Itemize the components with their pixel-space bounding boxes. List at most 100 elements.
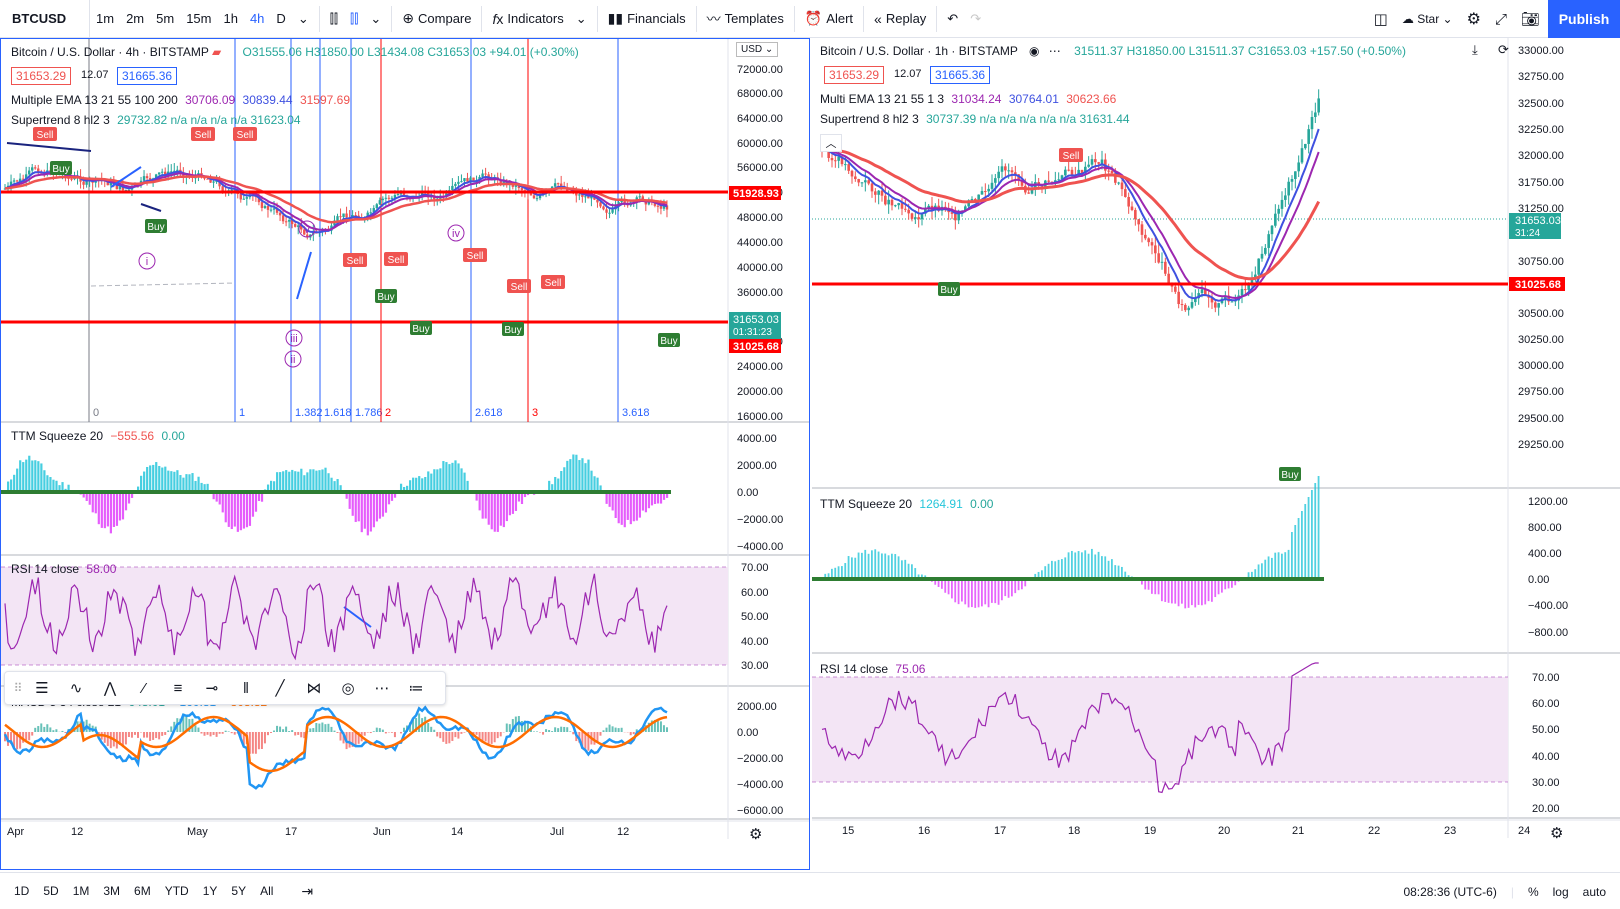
ttm-histogram-bar xyxy=(478,492,481,511)
eye-icon[interactable]: ◉ xyxy=(1028,44,1040,58)
range-5d[interactable]: 5D xyxy=(43,884,59,898)
redo-icon[interactable]: ↷ xyxy=(970,10,982,26)
ask-price-box[interactable]: 31665.36 xyxy=(117,67,178,85)
more-icon[interactable]: ⋯ xyxy=(1048,44,1061,58)
ttm-histogram-bar xyxy=(572,454,575,492)
ttm-histogram-bar xyxy=(921,574,923,579)
range-3m[interactable]: 3M xyxy=(103,884,121,898)
interval-15m[interactable]: 15m xyxy=(186,11,212,26)
settings-lines-icon[interactable]: ≔ xyxy=(408,680,424,697)
drawing-toolbar[interactable]: ⠿ ☰ ∿ ⋀ ⁄ ≡ ⊸ ‖ ╱ ⋈ ◎ ⋯ ≔ xyxy=(4,671,446,705)
range-1d[interactable]: 1D xyxy=(14,884,30,898)
candle-body xyxy=(160,171,164,173)
compare-button[interactable]: ⊕ Compare xyxy=(396,0,477,38)
interval-4h[interactable]: 4h xyxy=(249,11,265,26)
candle-body xyxy=(1184,304,1187,311)
horizontal-lines-icon[interactable]: ☰ xyxy=(35,680,49,697)
macd-histogram-bar xyxy=(563,726,566,732)
supertrend-legend[interactable]: Supertrend 8 hl2 3 29732.82 n/a n/a n/a … xyxy=(11,113,301,127)
right-supertrend-legend[interactable]: Supertrend 8 hl2 3 30737.39 n/a n/a n/a … xyxy=(820,112,1130,126)
ttm-histogram-bar xyxy=(197,476,200,492)
horizontal-ray-icon[interactable]: ⊸ xyxy=(205,680,219,697)
candle-body xyxy=(1267,234,1270,248)
ttm-histogram-bar xyxy=(1117,565,1120,579)
ttm-histogram-bar xyxy=(511,492,515,514)
candle-body xyxy=(266,206,270,210)
ttm-histogram-bar xyxy=(1197,579,1200,605)
vertical-lines-icon[interactable]: ‖ xyxy=(242,679,250,697)
right-chart-canvas[interactable]: Buy Buy Sell 33000.00 32750.00 32500.00 32250.… xyxy=(812,38,1620,870)
fullscreen-icon[interactable]: ⤢ xyxy=(1494,10,1507,28)
left-series-title[interactable]: Bitcoin / U.S. Dollar · 4h · BITSTAMP xyxy=(11,45,209,59)
percent-toggle[interactable]: % xyxy=(1527,884,1539,899)
trend-line-icon[interactable]: ⁄ xyxy=(142,679,146,697)
publish-button[interactable]: Publish xyxy=(1548,0,1620,38)
camera-icon[interactable]: 📷︎ xyxy=(1520,11,1540,28)
bid-price-box[interactable]: 31653.29 xyxy=(11,67,72,85)
right-series-title[interactable]: Bitcoin / U.S. Dollar · 1h · BITSTAMP xyxy=(820,44,1018,58)
left-chart-canvas[interactable]: 0 1 1.382 1.618 1.786 2 2.618 3 3.618 Buy Buy Buy Bu… xyxy=(1,39,809,869)
ttm-histogram-bar xyxy=(593,476,596,492)
fib-spiral-icon[interactable]: ◎ xyxy=(341,680,355,697)
settings-gear-icon[interactable]: ⚙ xyxy=(1466,11,1481,28)
chevron-down-icon[interactable]: ⌄ xyxy=(575,10,587,26)
chevron-down-icon[interactable]: ⌄ xyxy=(297,10,309,26)
currency-selector[interactable]: USD ⌄ xyxy=(736,42,779,57)
ttm-histogram-bar xyxy=(881,553,883,579)
indicators-button[interactable]: fx Indicators xyxy=(486,0,569,38)
right-ask-price-box[interactable]: 31665.36 xyxy=(930,66,991,84)
buy-signal-label: Buy xyxy=(660,336,677,347)
refresh-icon[interactable]: ⟳ xyxy=(1498,42,1509,57)
right-rsi-legend[interactable]: RSI 14 close 75.06 xyxy=(820,662,925,676)
replay-button[interactable]: «Replay xyxy=(868,0,932,38)
chevron-down-icon[interactable]: ⌄ xyxy=(370,10,382,26)
drag-handle-icon[interactable]: ⠿ xyxy=(13,681,23,695)
ttm-legend[interactable]: TTM Squeeze 20 −555.56 0.00 xyxy=(11,429,185,443)
range-all[interactable]: All xyxy=(260,884,274,898)
left-chart-panel[interactable]: 0 1 1.382 1.618 1.786 2 2.618 3 3.618 Buy Buy Buy Bu… xyxy=(0,38,810,870)
range-5y[interactable]: 5Y xyxy=(231,884,247,898)
fib-time-icon[interactable]: ⋯ xyxy=(374,680,390,697)
range-ytd[interactable]: YTD xyxy=(164,884,189,898)
ttm-histogram-bar xyxy=(520,492,524,505)
ttm-histogram-bar xyxy=(614,492,617,518)
timezone-clock[interactable]: 08:28:36 (UTC-6) xyxy=(1403,884,1497,899)
abc-wave-icon[interactable]: ⋀ xyxy=(103,680,117,697)
candles-icon[interactable]: ⫿⫿ xyxy=(329,10,339,26)
auto-toggle[interactable]: auto xyxy=(1582,884,1606,899)
right-chart-panel[interactable]: Buy Buy Sell 33000.00 32750.00 32500.00 32250.… xyxy=(812,38,1620,870)
alert-button[interactable]: ⏰ Alert xyxy=(799,0,859,38)
goto-date-icon[interactable]: ⇥ xyxy=(301,882,314,899)
rsi-legend[interactable]: RSI 14 close 58.00 xyxy=(11,562,116,576)
interval-5m[interactable]: 5m xyxy=(156,11,175,26)
right-bid-price-box[interactable]: 31653.29 xyxy=(824,66,885,84)
ttm-histogram-bar xyxy=(230,492,233,530)
templates-button[interactable]: 〰 Templates xyxy=(701,0,790,38)
parallel-channel-icon[interactable]: ≡ xyxy=(173,679,183,697)
undo-icon[interactable]: ↶ xyxy=(947,10,959,26)
line-icon[interactable]: ╱ xyxy=(275,680,285,697)
candle-body xyxy=(378,200,382,205)
interval-1m[interactable]: 1m xyxy=(96,11,115,26)
financials-button[interactable]: ▮▮ Financials xyxy=(602,0,692,38)
interval-d[interactable]: D xyxy=(276,11,286,26)
chart-type-icon[interactable]: ⫿⫿ xyxy=(350,10,359,26)
range-1y[interactable]: 1Y xyxy=(202,884,218,898)
log-toggle[interactable]: log xyxy=(1552,884,1569,899)
range-6m[interactable]: 6M xyxy=(134,884,151,898)
pattern-icon[interactable]: ⋈ xyxy=(306,680,322,697)
star-button[interactable]: ☁ Star ⌄ xyxy=(1401,12,1453,26)
range-1m[interactable]: 1M xyxy=(72,884,90,898)
interval-1h[interactable]: 1h xyxy=(223,11,238,26)
symbol-search[interactable]: BTCUSD xyxy=(0,0,90,38)
ttm-histogram-bar xyxy=(1314,483,1317,579)
collapse-legend-icon[interactable]: ︿ xyxy=(820,134,842,152)
right-ttm-legend[interactable]: TTM Squeeze 20 1264.91 0.00 xyxy=(820,497,993,511)
elliott-wave-icon[interactable]: ∿ xyxy=(69,680,83,697)
arrow-down-icon[interactable]: ⤓ xyxy=(1472,42,1478,57)
ttm-histogram-bar xyxy=(1014,579,1017,594)
layout-icon[interactable]: ◫ xyxy=(1373,11,1388,28)
right-ema-legend[interactable]: Multi EMA 13 21 55 1 3 31034.24 30764.01… xyxy=(820,92,1116,106)
interval-2m[interactable]: 2m xyxy=(126,11,145,26)
ema-legend[interactable]: Multiple EMA 13 21 55 100 200 30706.09 3… xyxy=(11,93,350,107)
